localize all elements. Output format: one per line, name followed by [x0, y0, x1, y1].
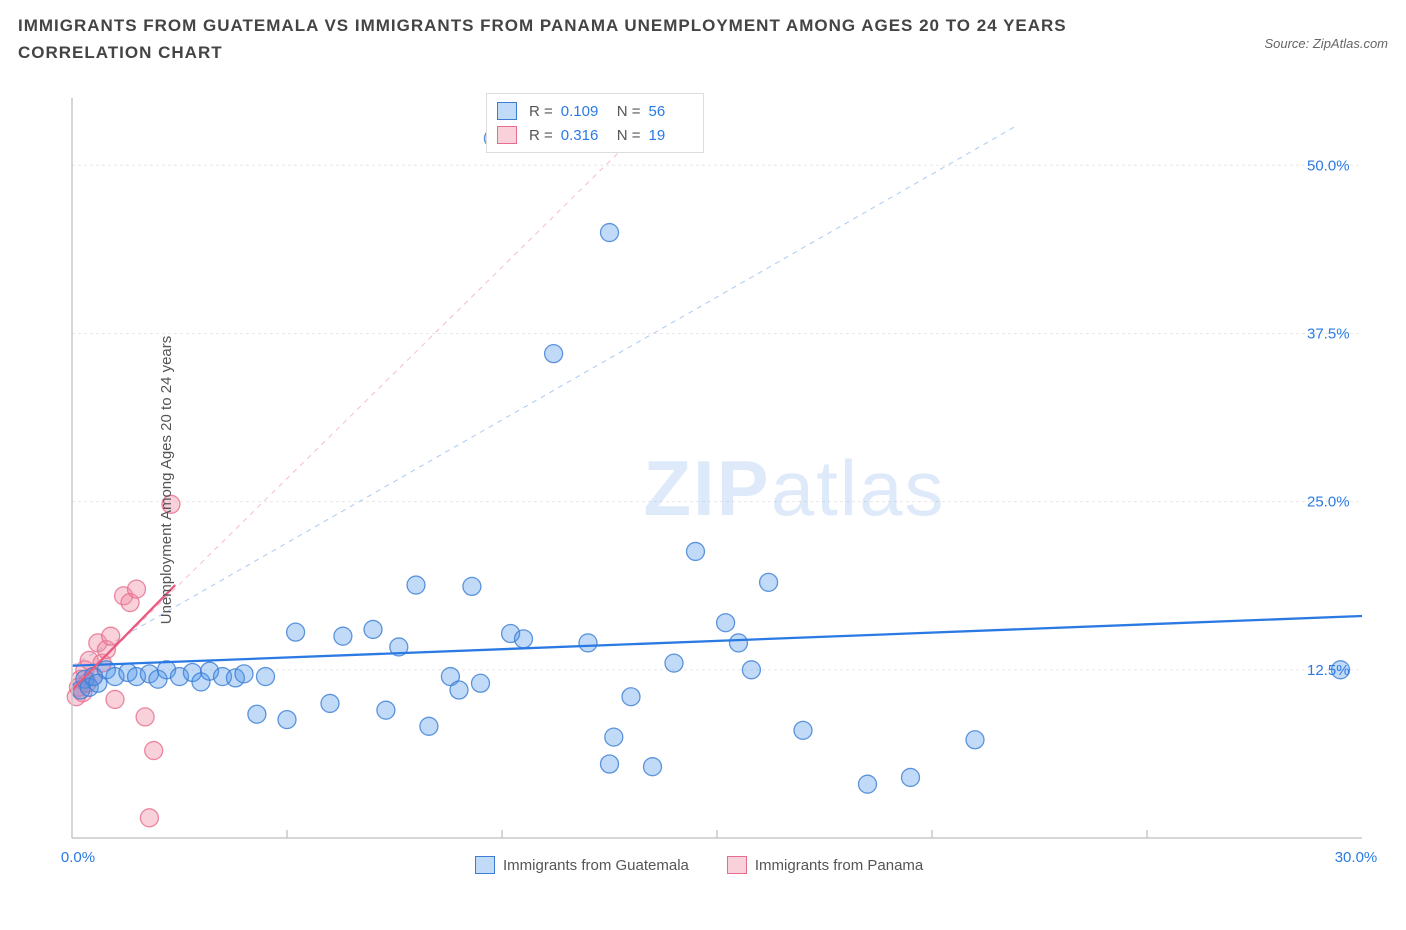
- svg-text:0.0%: 0.0%: [61, 849, 95, 866]
- scatter-plot: Unemployment Among Ages 20 to 24 years Z…: [60, 90, 1380, 870]
- legend-item-panama: Immigrants from Panama: [727, 856, 923, 874]
- swatch-pink: [727, 856, 747, 874]
- n-value-guatemala: 56: [649, 103, 693, 120]
- n-value-panama: 19: [649, 127, 693, 144]
- y-axis-label: Unemployment Among Ages 20 to 24 years: [158, 336, 175, 625]
- title-bar: IMMIGRANTS FROM GUATEMALA VS IMMIGRANTS …: [0, 0, 1406, 66]
- n-label: N =: [617, 127, 641, 144]
- svg-text:25.0%: 25.0%: [1307, 494, 1350, 511]
- svg-text:ZIPatlas: ZIPatlas: [643, 444, 945, 532]
- legend-label: Immigrants from Panama: [755, 857, 923, 874]
- swatch-pink: [497, 126, 517, 144]
- r-value-guatemala: 0.109: [561, 103, 605, 120]
- swatch-blue: [497, 102, 517, 120]
- n-label: N =: [617, 103, 641, 120]
- plot-svg: ZIPatlas 12.5% 25.0% 37.5% 50.0% 0.0% 30.0%: [60, 90, 1380, 870]
- legend-row-panama: R = 0.316 N = 19: [497, 123, 693, 147]
- r-label: R =: [529, 127, 553, 144]
- legend-row-guatemala: R = 0.109 N = 56: [497, 99, 693, 123]
- legend-label: Immigrants from Guatemala: [503, 857, 689, 874]
- legend-item-guatemala: Immigrants from Guatemala: [475, 856, 689, 874]
- correlation-legend: R = 0.109 N = 56 R = 0.316 N = 19: [486, 93, 704, 153]
- source-citation: Source: ZipAtlas.com: [1264, 12, 1388, 51]
- svg-text:12.5%: 12.5%: [1307, 662, 1350, 679]
- svg-text:50.0%: 50.0%: [1307, 157, 1350, 174]
- svg-text:30.0%: 30.0%: [1335, 849, 1378, 866]
- swatch-blue: [475, 856, 495, 874]
- series-legend: Immigrants from Guatemala Immigrants fro…: [475, 856, 923, 874]
- r-value-panama: 0.316: [561, 127, 605, 144]
- svg-text:37.5%: 37.5%: [1307, 325, 1350, 342]
- r-label: R =: [529, 103, 553, 120]
- chart-title: IMMIGRANTS FROM GUATEMALA VS IMMIGRANTS …: [18, 12, 1138, 66]
